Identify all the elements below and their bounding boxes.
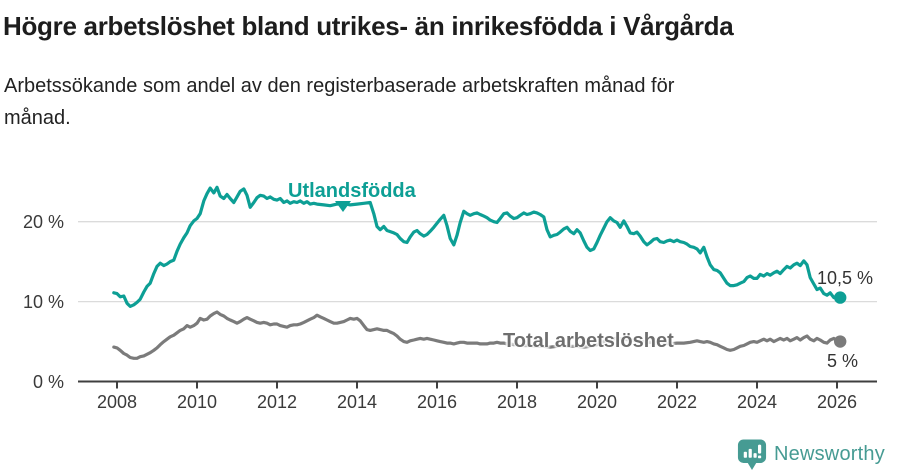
x-tick-label-2012: 2012	[256, 392, 298, 412]
utlandsfodda-pointer-icon	[335, 201, 351, 212]
subtitle-line-2: månad.	[4, 107, 71, 129]
x-tick-label-2024: 2024	[736, 392, 778, 412]
y-tick-label-10: 10 %	[22, 291, 64, 312]
end-value-label-total: 5 %	[827, 351, 859, 371]
series-line-1	[112, 310, 842, 360]
x-tick-label-2018: 2018	[496, 392, 538, 412]
x-tick-label-2014: 2014	[336, 392, 378, 412]
x-tick-label-2022: 2022	[656, 392, 698, 412]
x-tick-label-2026: 2026	[816, 392, 858, 412]
newsworthy-logo: Newsworthy	[737, 438, 885, 471]
x-tick-label-2020: 2020	[576, 392, 618, 412]
subtitle-line-1: Arbetssökande som andel av den registerb…	[4, 75, 675, 97]
newsworthy-wordmark: Newsworthy	[774, 443, 885, 465]
page-title: Högre arbetslöshet bland utrikes- än inr…	[3, 11, 734, 41]
x-tick-label-2010: 2010	[176, 392, 218, 412]
series-end-dot-0	[834, 291, 847, 304]
x-tick-label-2008: 2008	[96, 392, 138, 412]
end-value-label-utlandsfodda: 10,5 %	[817, 268, 874, 288]
series-label-total-arbetsloshet: Total arbetslöshet	[503, 330, 674, 352]
x-tick-label-2016: 2016	[416, 392, 458, 412]
page-subtitle: Arbetssökande som andel av den registerb…	[4, 70, 864, 134]
series-line-0	[112, 185, 842, 308]
series-end-dot-1	[834, 335, 847, 348]
series-label-utlandsfodda: Utlandsfödda	[288, 180, 416, 202]
newsworthy-icon	[737, 439, 767, 470]
y-tick-label-20: 20 %	[22, 211, 64, 232]
y-tick-label-0: 0 %	[32, 371, 64, 392]
